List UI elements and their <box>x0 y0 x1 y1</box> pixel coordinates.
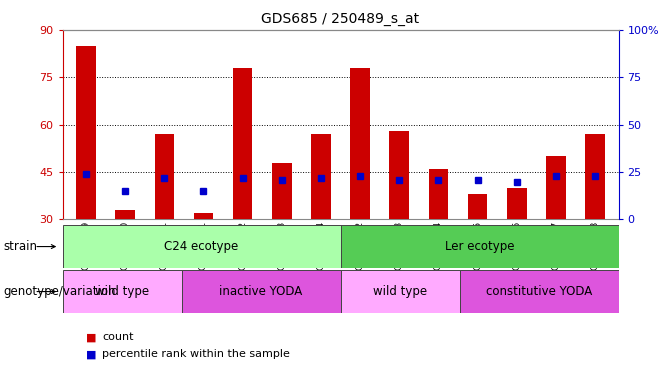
Bar <box>193 213 213 219</box>
Text: Ler ecotype: Ler ecotype <box>445 240 515 253</box>
Text: percentile rank within the sample: percentile rank within the sample <box>102 350 290 359</box>
Text: wild type: wild type <box>373 285 427 298</box>
Text: wild type: wild type <box>95 285 149 298</box>
Title: GDS685 / 250489_s_at: GDS685 / 250489_s_at <box>261 12 420 26</box>
Text: constitutive YODA: constitutive YODA <box>486 285 592 298</box>
Bar <box>546 156 566 219</box>
Bar <box>390 131 409 219</box>
Text: count: count <box>102 333 134 342</box>
Bar <box>155 134 174 219</box>
Text: genotype/variation: genotype/variation <box>3 285 116 298</box>
Text: ■: ■ <box>86 350 96 359</box>
Text: strain: strain <box>3 240 38 253</box>
Bar <box>585 134 605 219</box>
Bar <box>507 188 526 219</box>
Text: inactive YODA: inactive YODA <box>220 285 303 298</box>
Bar <box>341 270 460 313</box>
Text: ■: ■ <box>86 333 96 342</box>
Bar <box>468 194 488 219</box>
Text: C24 ecotype: C24 ecotype <box>164 240 239 253</box>
Bar <box>460 270 619 313</box>
Bar <box>311 134 331 219</box>
Bar <box>272 163 291 219</box>
Bar <box>428 169 448 219</box>
Bar <box>341 225 619 268</box>
Bar <box>63 225 341 268</box>
Bar <box>182 270 341 313</box>
Bar <box>115 210 135 219</box>
Bar <box>63 270 182 313</box>
Bar <box>76 46 96 219</box>
Bar <box>350 68 370 219</box>
Bar <box>233 68 253 219</box>
